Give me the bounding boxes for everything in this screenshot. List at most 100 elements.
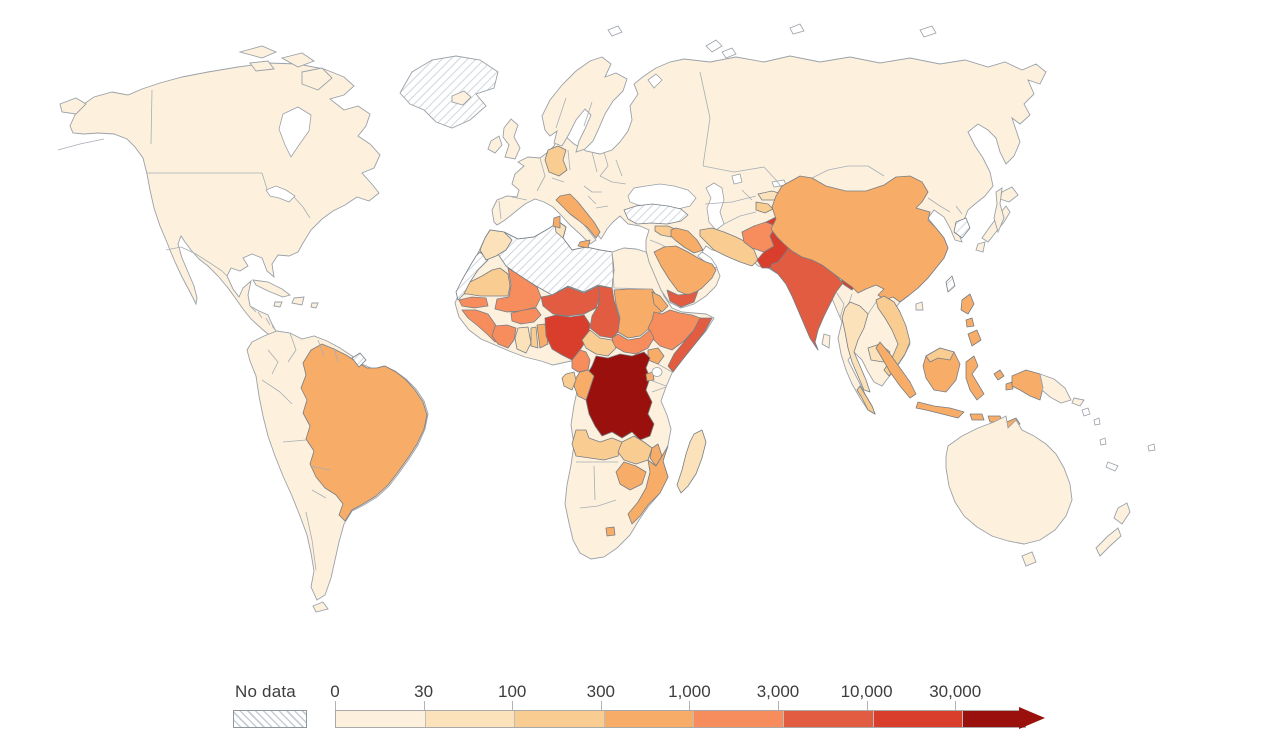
- legend-color-swatch[interactable]: [782, 711, 873, 727]
- country-cameroon[interactable]: [571, 349, 591, 373]
- country-mauritania[interactable]: [463, 267, 511, 297]
- country-new-britain[interactable]: [1071, 397, 1085, 407]
- country-taiwan[interactable]: [945, 275, 956, 293]
- country-canada-arctic-islands[interactable]: [238, 45, 333, 91]
- country-north-america[interactable]: [69, 62, 381, 349]
- country-niger[interactable]: [540, 285, 601, 317]
- country-syria[interactable]: [654, 225, 676, 238]
- country-iran[interactable]: [699, 227, 759, 267]
- country-morocco[interactable]: [479, 229, 513, 261]
- country-togo[interactable]: [530, 326, 539, 349]
- country-brazil[interactable]: [300, 343, 428, 522]
- country-new-zealand-north[interactable]: [1113, 502, 1131, 525]
- country-eritrea[interactable]: [651, 291, 669, 313]
- country-jamaica[interactable]: [273, 301, 283, 308]
- country-maluku[interactable]: [993, 369, 1014, 391]
- country-sardinia[interactable]: [552, 215, 561, 229]
- country-iraq[interactable]: [670, 227, 704, 254]
- legend-tick-label: 3,000: [756, 682, 800, 701]
- legend-tick-mark: [600, 701, 602, 710]
- country-madagascar[interactable]: [676, 429, 707, 494]
- country-lesotho[interactable]: [605, 526, 616, 537]
- country-papua-new-guinea[interactable]: [1039, 373, 1072, 404]
- country-luzon[interactable]: [960, 293, 975, 315]
- country-chad[interactable]: [589, 285, 623, 339]
- legend-tick-label: 100: [498, 682, 527, 701]
- south-america-internal-borders: [261, 332, 339, 571]
- country-senegal[interactable]: [458, 296, 489, 309]
- country-ireland[interactable]: [487, 135, 503, 154]
- country-yemen[interactable]: [666, 289, 699, 308]
- country-burkina-faso[interactable]: [510, 307, 542, 325]
- country-south-korea[interactable]: [953, 217, 971, 239]
- country-japan-kyushu[interactable]: [975, 241, 986, 253]
- country-mali[interactable]: [494, 267, 542, 313]
- country-sumatra[interactable]: [875, 341, 917, 399]
- country-scandinavia[interactable]: [541, 56, 628, 153]
- country-sakhalin[interactable]: [993, 187, 1005, 234]
- legend-no-data-swatch[interactable]: [233, 710, 307, 728]
- country-mozambique[interactable]: [627, 445, 669, 525]
- country-new-zealand-south[interactable]: [1095, 527, 1122, 557]
- country-visayas[interactable]: [965, 317, 975, 328]
- legend-no-data-label: No data: [235, 682, 296, 701]
- country-tierra-del-fuego[interactable]: [312, 601, 329, 613]
- country-rwanda-burundi[interactable]: [645, 371, 655, 382]
- country-western-sahara[interactable]: [455, 251, 489, 301]
- country-united-kingdom[interactable]: [502, 118, 521, 160]
- country-china[interactable]: [770, 175, 949, 303]
- country-puerto-rico[interactable]: [310, 302, 319, 309]
- legend-color-swatch[interactable]: [603, 711, 694, 727]
- country-ivory-coast[interactable]: [491, 324, 517, 349]
- country-malaysia-peninsula[interactable]: [856, 385, 876, 415]
- country-tasmania[interactable]: [1021, 551, 1037, 567]
- legend-color-swatch[interactable]: [693, 711, 783, 727]
- country-australia[interactable]: [945, 415, 1073, 545]
- country-tajikistan[interactable]: [755, 201, 774, 214]
- legend-color-swatch[interactable]: [514, 711, 604, 727]
- country-zimbabwe[interactable]: [615, 461, 647, 491]
- legend-color-swatch[interactable]: [424, 711, 515, 727]
- country-italy[interactable]: [555, 193, 601, 239]
- country-ghana[interactable]: [514, 326, 532, 354]
- country-germany[interactable]: [544, 145, 568, 177]
- country-dr-congo[interactable]: [585, 351, 655, 441]
- country-hainan[interactable]: [915, 301, 924, 311]
- country-java[interactable]: [915, 401, 965, 419]
- country-central-african-republic[interactable]: [581, 329, 617, 357]
- legend-color-swatch[interactable]: [872, 711, 963, 727]
- legend-arrow: [1019, 707, 1046, 729]
- country-sri-lanka[interactable]: [821, 333, 831, 349]
- hudson-bay: [278, 106, 312, 158]
- country-malaysia-borneo[interactable]: [925, 347, 955, 363]
- country-hispaniola[interactable]: [291, 296, 305, 306]
- country-gabon[interactable]: [561, 371, 577, 391]
- asia-internal-borders: [649, 71, 963, 319]
- country-benin[interactable]: [536, 323, 549, 349]
- legend-tick-mark: [423, 701, 425, 710]
- country-sicily[interactable]: [577, 239, 591, 249]
- legend-color-swatch[interactable]: [336, 711, 425, 727]
- aral-sea: [731, 173, 743, 185]
- country-angola[interactable]: [571, 429, 623, 461]
- country-french-guiana[interactable]: [351, 352, 367, 368]
- legend-tick-label: 30: [414, 682, 434, 701]
- country-mindanao[interactable]: [967, 329, 982, 347]
- legend-tick-label: 300: [586, 682, 615, 701]
- country-turkey[interactable]: [623, 203, 689, 225]
- legend-color-swatch[interactable]: [962, 711, 1026, 727]
- country-russia-wrap[interactable]: [59, 97, 87, 115]
- country-japan-hokkaido[interactable]: [999, 186, 1019, 203]
- legend-tick-mark: [955, 701, 957, 710]
- country-somalia[interactable]: [667, 317, 713, 373]
- country-cuba[interactable]: [252, 279, 291, 298]
- country-papua-indonesia[interactable]: [1011, 369, 1044, 401]
- country-saudi-arabia[interactable]: [653, 245, 717, 297]
- country-iceland[interactable]: [451, 90, 472, 106]
- country-lesser-sunda-1[interactable]: [969, 413, 985, 421]
- country-greenland[interactable]: [399, 55, 499, 129]
- country-vietnam[interactable]: [875, 295, 911, 377]
- country-thailand[interactable]: [841, 301, 871, 393]
- country-sulawesi[interactable]: [965, 355, 985, 401]
